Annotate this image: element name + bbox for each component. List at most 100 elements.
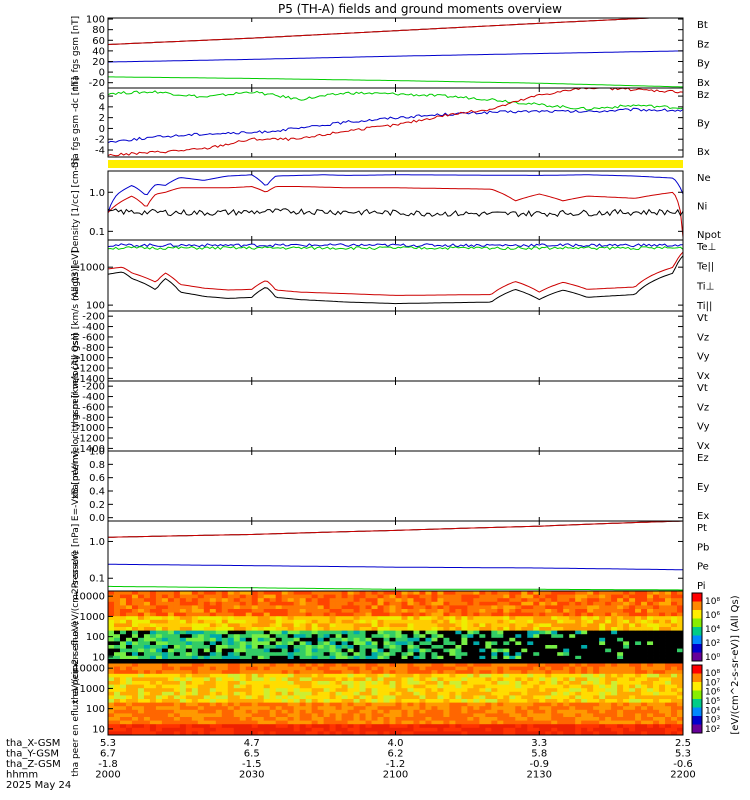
spectrogram-cell bbox=[425, 648, 432, 653]
spectrogram-cell bbox=[227, 623, 235, 628]
spectrogram-cell bbox=[641, 684, 648, 689]
spectrogram-cell bbox=[581, 652, 588, 657]
spectrogram-cell bbox=[143, 677, 151, 682]
spectrogram-cell bbox=[389, 699, 396, 703]
spectrogram-cell bbox=[341, 688, 348, 693]
spectrogram-cell bbox=[275, 648, 283, 653]
spectrogram-cell bbox=[359, 612, 366, 617]
y-tick-label: 6 bbox=[99, 92, 105, 103]
spectrogram-cell bbox=[155, 684, 163, 689]
spectrogram-cell bbox=[503, 666, 510, 671]
spectrogram-cell bbox=[353, 637, 360, 642]
spectrogram-cell bbox=[653, 623, 660, 628]
spectrogram-cell bbox=[497, 641, 504, 646]
spectrogram-cell bbox=[605, 670, 612, 675]
x-row-value: 2000 bbox=[95, 770, 120, 781]
spectrogram-cell bbox=[245, 702, 253, 707]
spectrogram-cell bbox=[155, 594, 163, 599]
spectrogram-cell bbox=[185, 623, 193, 628]
spectrogram-cell bbox=[599, 677, 606, 682]
spectrogram-cell bbox=[437, 731, 444, 736]
spectrogram-cell bbox=[623, 727, 630, 732]
spectrogram-cell bbox=[671, 655, 678, 660]
y-tick-label: 10 bbox=[92, 724, 105, 735]
spectrogram-cell bbox=[533, 677, 540, 682]
spectrogram-cell bbox=[539, 641, 546, 646]
spectrogram-cell bbox=[245, 695, 253, 700]
spectrogram-cell bbox=[359, 619, 366, 624]
spectrogram-cell bbox=[431, 688, 438, 693]
spectrogram-cell bbox=[419, 724, 426, 729]
spectrogram-cell bbox=[395, 720, 402, 725]
spectrogram-cell bbox=[269, 598, 277, 603]
spectrogram-cell bbox=[389, 695, 396, 700]
spectrogram-cell bbox=[611, 681, 618, 685]
spectrogram-cell bbox=[197, 724, 205, 729]
spectrogram-cell bbox=[377, 619, 384, 624]
spectrogram-cell bbox=[113, 616, 121, 621]
spectrogram-cell bbox=[215, 695, 223, 700]
spectrogram-cell bbox=[113, 605, 121, 610]
spectrogram-cell bbox=[233, 731, 241, 736]
spectrogram-cell bbox=[257, 695, 265, 700]
spectrogram-cell bbox=[539, 627, 546, 631]
spectrogram-cell bbox=[353, 645, 360, 649]
spectrogram-cell bbox=[161, 616, 169, 621]
spectrogram-cell bbox=[341, 594, 348, 599]
spectrogram-cell bbox=[347, 695, 354, 700]
spectrogram-cell bbox=[479, 609, 486, 613]
spectrogram-cell bbox=[119, 591, 127, 595]
spectrogram-cell bbox=[479, 655, 486, 660]
spectrogram-cell bbox=[653, 616, 660, 621]
spectrogram-cell bbox=[179, 623, 187, 628]
spectrogram-cell bbox=[191, 598, 199, 603]
spectrogram-cell bbox=[239, 630, 247, 635]
spectrogram-cell bbox=[203, 652, 211, 657]
spectrogram-cell bbox=[593, 627, 600, 631]
spectrogram-cell bbox=[665, 695, 672, 700]
spectrogram-cell bbox=[191, 720, 199, 725]
spectrogram-cell bbox=[527, 655, 534, 660]
spectrogram-cell bbox=[269, 688, 277, 693]
spectrogram-cell bbox=[509, 670, 516, 675]
spectrogram-cell bbox=[563, 663, 570, 667]
spectrogram-cell bbox=[437, 724, 444, 729]
spectrogram-cell bbox=[221, 699, 229, 703]
series-line-red bbox=[107, 87, 684, 157]
spectrogram-cell bbox=[473, 724, 480, 729]
spectrogram-cell bbox=[191, 612, 199, 617]
spectrogram-cell bbox=[431, 663, 438, 667]
spectrogram-cell bbox=[371, 663, 378, 667]
spectrogram-cell bbox=[173, 713, 181, 718]
y-axis-label: tha peir velocity gsm [km/s (All Qs)] bbox=[71, 265, 81, 427]
spectrogram-cell bbox=[161, 645, 169, 649]
spectrogram-cell bbox=[185, 637, 193, 642]
spectrogram-cell bbox=[491, 677, 498, 682]
spectrogram-cell bbox=[443, 648, 450, 653]
spectrogram-cell bbox=[269, 594, 277, 599]
spectrogram-cell bbox=[197, 727, 205, 732]
spectrogram-cell bbox=[533, 623, 540, 628]
spectrogram-cell bbox=[287, 598, 295, 603]
spectrogram-cell bbox=[467, 706, 474, 711]
spectrogram-cell bbox=[503, 702, 510, 707]
spectrogram-cell bbox=[497, 666, 504, 671]
spectrogram-cell bbox=[539, 724, 546, 729]
spectrogram-cell bbox=[581, 619, 588, 624]
spectrogram-cell bbox=[557, 681, 564, 685]
spectrogram-cell bbox=[275, 601, 283, 606]
spectrogram-cell bbox=[179, 591, 187, 595]
spectrogram-cell bbox=[401, 630, 408, 635]
spectrogram-cell bbox=[485, 702, 492, 707]
spectrogram-cell bbox=[161, 630, 169, 635]
spectrogram-cell bbox=[239, 634, 247, 639]
spectrogram-cell bbox=[221, 616, 229, 621]
spectrogram-cell bbox=[605, 724, 612, 729]
spectrogram-cell bbox=[221, 619, 229, 624]
spectrogram-cell bbox=[209, 717, 217, 721]
spectrogram-cell bbox=[509, 699, 516, 703]
spectrogram-cell bbox=[479, 666, 486, 671]
spectrogram-cell bbox=[131, 688, 139, 693]
spectrogram-cell bbox=[647, 695, 654, 700]
